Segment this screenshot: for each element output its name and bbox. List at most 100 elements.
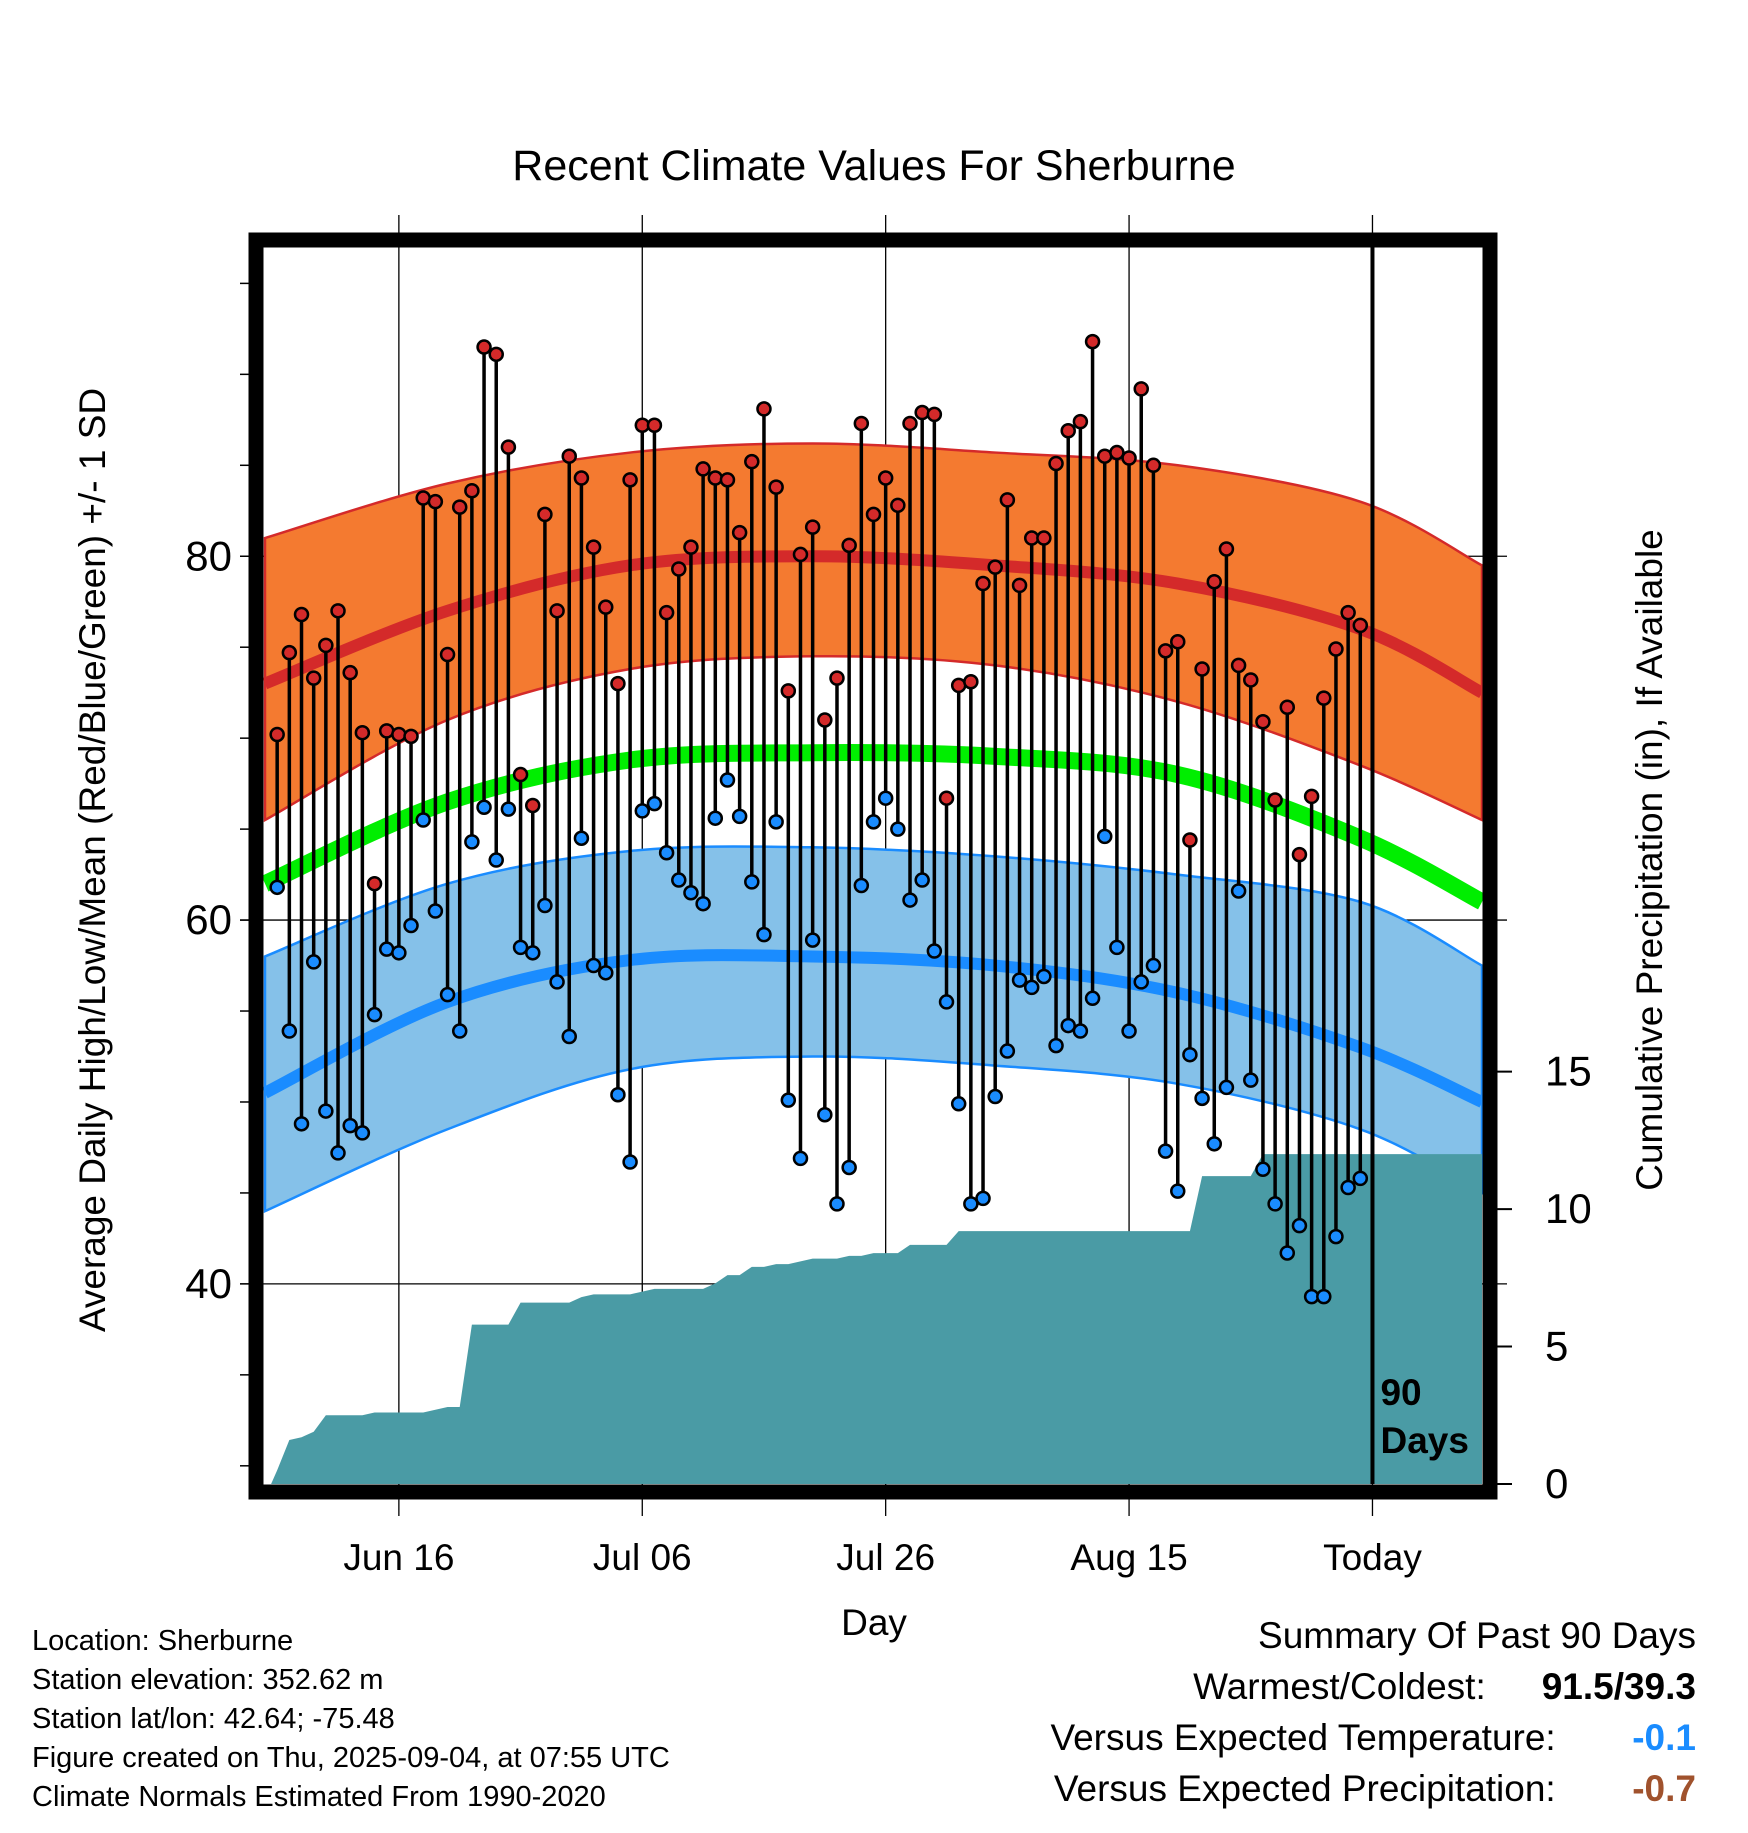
low-temp-point [439,986,456,1003]
high-temp-point [768,479,784,495]
high-temp-point [926,406,943,423]
low-temp-point [792,1150,809,1167]
high-temp-point [756,401,772,417]
normals-text: Climate Normals Estimated From 1990-2020 [32,1781,606,1813]
high-temp-point [804,519,821,535]
high-temp-point [1255,714,1271,730]
low-temp-point [950,1096,967,1112]
high-temp-point [902,415,918,432]
high-temp-point [731,524,748,541]
summary-temp-row: Versus Expected Temperature: -0.1 [1050,1712,1696,1763]
high-temp-point [1328,641,1344,657]
high-temp-point [1036,530,1052,546]
high-temp-point [464,483,480,499]
low-temp-point [683,885,699,901]
precip-area [271,1154,1483,1484]
high-temp-point [914,404,930,421]
plot-frame [248,232,1498,1500]
low-temp-point [610,1086,626,1103]
low-temp-point [464,834,480,850]
high-temp-point [999,492,1016,508]
high-temp-point [451,499,468,515]
y2-tick-label-2: 10 [1545,1185,1592,1232]
low-temp-point [646,795,663,812]
temp-anomaly-label: Versus Expected Temperature: [1050,1717,1556,1758]
low-temp-point [975,1190,991,1207]
low-temp-point [1084,990,1101,1007]
low-temp-point [1109,939,1125,956]
low-temp-point [987,1088,1003,1105]
high-temp-point [622,472,638,488]
high-temp-point [281,644,298,661]
low-temp-point [391,945,407,961]
today-label-0: 90 [1380,1372,1421,1413]
high-temp-point [695,461,711,477]
high-temp-point [403,728,419,745]
high-temp-point [671,561,687,577]
y2-tick-label-3: 15 [1545,1048,1592,1095]
high-temp-point [1340,604,1356,621]
y-tick-label-1: 60 [185,896,232,943]
low-temp-point [914,872,930,888]
low-temp-point [853,877,870,894]
low-temp-point [549,974,565,990]
warmest-value: 91.5/39.3 [1541,1666,1696,1707]
high-temp-point [269,726,285,743]
high-temp-point [293,606,310,623]
high-temp-point [865,506,882,523]
low-temp-point [1352,1170,1369,1187]
low-temp-point [1206,1136,1223,1152]
high-temp-point [342,664,358,681]
high-temp-point [1170,633,1186,650]
low-temp-point [890,821,906,837]
high-temp-point [817,712,833,728]
high-temp-point [318,637,334,654]
high-temp-point [1133,381,1149,397]
low-temp-point [1060,1017,1076,1034]
high-temp-point [1206,573,1223,590]
low-temp-point [598,965,614,981]
low-temp-point [634,803,651,819]
low-temp-point [1243,1072,1259,1088]
high-temp-point [1279,699,1296,715]
high-temp-point [305,670,322,686]
high-temp-point [829,670,845,686]
low-temp-point [877,790,894,806]
low-temp-point [622,1154,638,1170]
low-temp-point [1194,1090,1210,1107]
summary-warmest-row: Warmest/Coldest: 91.5/39.3 [1050,1661,1696,1712]
low-temp-point [756,926,772,943]
high-temp-point [987,559,1003,575]
low-temp-point [1316,1288,1332,1305]
low-temp-point [829,1196,845,1212]
low-temp-point [1218,1079,1235,1096]
low-temp-point [1328,1228,1344,1245]
y2-axis-label: Cumulative Precipitation (in), If Availa… [1629,529,1670,1191]
low-temp-point [744,874,760,890]
low-temp-point [999,1043,1016,1059]
low-temp-point [841,1159,857,1176]
high-temp-point [841,537,857,554]
low-normal-line [262,949,1485,1108]
low-temp-point [719,772,736,788]
low-temp-point [658,845,675,861]
high-temp-point [780,683,797,699]
high-temp-point [853,415,870,432]
low-temp-point [524,945,541,961]
low-temp-point [1011,972,1028,988]
low-temp-point [488,852,504,868]
high-temp-point [1145,457,1162,474]
low-temp-point [573,830,590,846]
low-temp-point [1096,828,1113,845]
high-temp-point [1072,413,1089,430]
high-temp-point [1230,657,1247,674]
summary-panel: Summary Of Past 90 Days Warmest/Coldest:… [1050,1610,1696,1814]
low-temp-point [476,799,492,816]
location-text: Location: Sherburne [32,1625,294,1657]
y-axis-label: Average Daily High/Low/Mean (Red/Blue/Gr… [72,388,113,1332]
high-temp-point [719,472,736,488]
low-temp-point [293,1116,310,1132]
high-temp-point [975,575,991,592]
high-temp-point [1291,846,1308,863]
